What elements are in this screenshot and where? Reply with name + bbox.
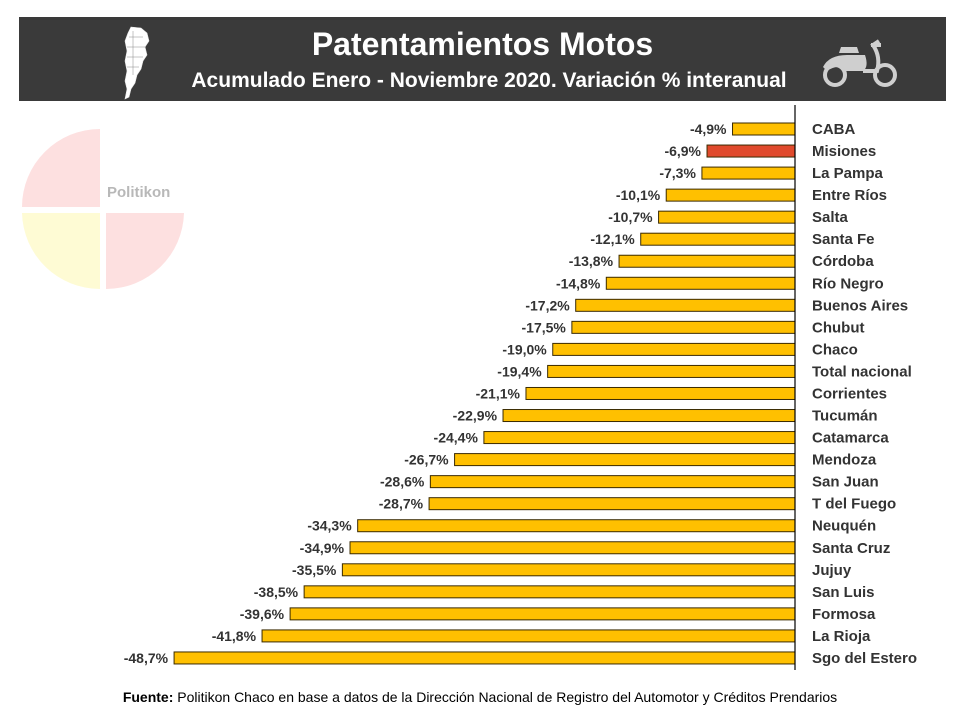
- data-label-23: -41,8%: [212, 628, 257, 644]
- data-label-20: -35,5%: [292, 562, 337, 578]
- category-label-8: Buenos Aires: [812, 297, 908, 314]
- category-label-10: Chaco: [812, 341, 858, 358]
- category-label-15: Mendoza: [812, 452, 877, 469]
- data-label-9: -17,5%: [522, 319, 567, 335]
- category-label-7: Río Negro: [812, 275, 884, 292]
- category-label-13: Tucumán: [812, 408, 878, 425]
- bar-18: [357, 519, 796, 533]
- bar-14: [483, 431, 796, 445]
- chart-subtitle: Acumulado Enero - Noviembre 2020. Variac…: [191, 69, 787, 92]
- bar-8: [575, 298, 796, 312]
- bar-6: [618, 254, 796, 268]
- data-label-1: -6,9%: [664, 143, 701, 159]
- category-label-20: Jujuy: [812, 562, 852, 579]
- bar-9: [571, 320, 796, 334]
- bar-3: [665, 188, 796, 202]
- bar-16: [429, 475, 796, 489]
- category-label-6: Córdoba: [812, 253, 874, 270]
- data-label-11: -19,4%: [497, 363, 542, 379]
- data-label-8: -17,2%: [525, 297, 570, 313]
- category-label-23: La Rioja: [812, 628, 871, 645]
- bar-1: [706, 144, 796, 158]
- data-label-16: -28,6%: [380, 474, 425, 490]
- scooter-icon: [823, 39, 897, 87]
- data-labels-group: -4,9% -6,9% -7,3% -10,1% -10,7% -12,1% -13,8% -…: [124, 121, 727, 666]
- bar-21: [303, 585, 796, 599]
- bar-19: [349, 541, 796, 555]
- bar-0: [732, 122, 796, 136]
- politikon-watermark-text: Politikon: [107, 184, 171, 201]
- category-label-5: Santa Fe: [812, 231, 875, 248]
- data-label-21: -38,5%: [254, 584, 299, 600]
- category-label-21: San Luis: [812, 584, 875, 601]
- politikon-logo: [22, 129, 184, 289]
- chart-title: Patentamientos Motos: [311, 26, 654, 62]
- data-label-22: -39,6%: [240, 606, 285, 622]
- bar-20: [341, 563, 796, 577]
- category-label-11: Total nacional: [812, 363, 912, 380]
- category-label-4: Salta: [812, 209, 849, 226]
- bar-13: [502, 409, 796, 423]
- category-labels-group: CABA Misiones La Pampa Entre Ríos Salta Santa…: [812, 121, 917, 667]
- source-note: Fuente: Politikon Chaco en base a datos …: [0, 689, 960, 705]
- bar-17: [428, 497, 796, 511]
- bar-12: [525, 386, 796, 400]
- data-label-0: -4,9%: [690, 121, 727, 137]
- data-label-15: -26,7%: [404, 452, 449, 468]
- chart-header: Patentamientos Motos Acumulado Enero - N…: [19, 17, 946, 101]
- data-label-3: -10,1%: [616, 187, 661, 203]
- bar-chart: -4,9% -6,9% -7,3% -10,1% -10,7% -12,1% -13,8% -…: [124, 105, 917, 670]
- data-label-10: -19,0%: [502, 341, 547, 357]
- category-label-3: Entre Ríos: [812, 187, 887, 204]
- category-label-24: Sgo del Estero: [812, 650, 917, 667]
- argentina-map-icon: [124, 26, 150, 100]
- category-label-16: San Juan: [812, 474, 879, 491]
- bars-group: [173, 122, 796, 665]
- data-label-5: -12,1%: [590, 231, 635, 247]
- bar-4: [658, 210, 796, 224]
- data-label-13: -22,9%: [453, 408, 498, 424]
- category-label-0: CABA: [812, 121, 855, 138]
- bar-22: [289, 607, 796, 621]
- data-label-17: -28,7%: [379, 496, 424, 512]
- category-label-14: Catamarca: [812, 430, 889, 447]
- bar-24: [173, 651, 796, 665]
- category-label-17: T del Fuego: [812, 496, 896, 513]
- bar-7: [605, 276, 796, 290]
- bar-11: [547, 364, 796, 378]
- bar-10: [552, 342, 796, 356]
- category-label-12: Corrientes: [812, 385, 887, 402]
- data-label-2: -7,3%: [659, 165, 696, 181]
- bar-2: [701, 166, 796, 180]
- category-label-9: Chubut: [812, 319, 864, 336]
- data-label-24: -48,7%: [124, 650, 169, 666]
- category-label-2: La Pampa: [812, 165, 884, 182]
- data-label-19: -34,9%: [300, 540, 345, 556]
- source-label: Fuente:: [122, 689, 174, 705]
- source-text: Politikon Chaco en base a datos de la Di…: [177, 689, 838, 705]
- category-label-19: Santa Cruz: [812, 540, 890, 557]
- data-label-12: -21,1%: [476, 385, 521, 401]
- category-label-22: Formosa: [812, 606, 876, 623]
- category-label-1: Misiones: [812, 143, 876, 160]
- data-label-4: -10,7%: [608, 209, 653, 225]
- bar-23: [261, 629, 796, 643]
- bar-5: [640, 232, 796, 246]
- data-label-14: -24,4%: [434, 430, 479, 446]
- data-label-7: -14,8%: [556, 275, 601, 291]
- bar-15: [454, 453, 796, 467]
- category-label-18: Neuquén: [812, 518, 876, 535]
- data-label-6: -13,8%: [569, 253, 614, 269]
- data-label-18: -34,3%: [307, 518, 352, 534]
